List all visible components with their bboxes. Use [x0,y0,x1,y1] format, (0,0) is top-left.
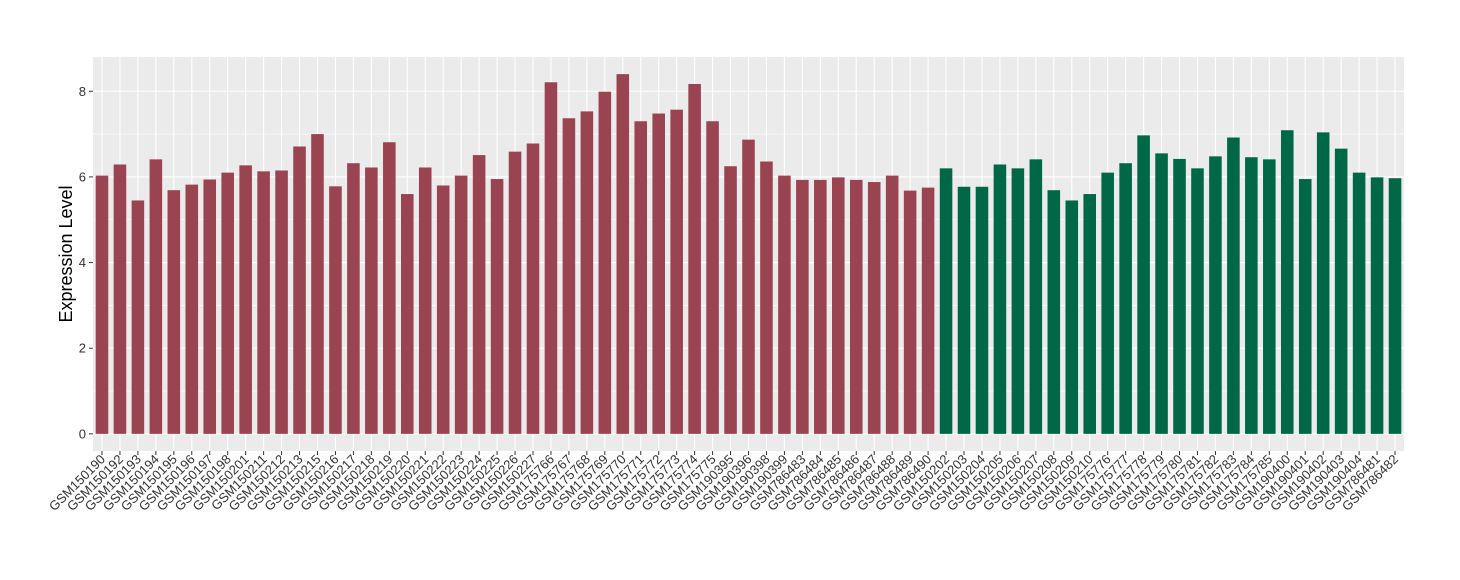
bar [418,167,432,434]
bar [436,185,450,434]
bar [490,179,504,434]
y-tick-label: 8 [79,84,86,99]
bar [598,91,612,434]
bar [131,200,145,434]
bar [526,143,540,434]
bar [1263,159,1276,434]
bar [454,175,468,434]
bars [95,74,1402,434]
bar [778,175,791,434]
bar [993,164,1007,434]
bar [365,167,378,434]
bar [1370,177,1384,434]
bar [185,184,199,434]
y-axis: 0 2 4 6 8 [79,84,93,441]
bar [149,159,163,434]
bar [939,168,953,434]
bar [1065,200,1079,434]
bar [1298,179,1312,434]
y-axis-title: Expression Level [56,185,76,322]
bar [221,172,234,434]
bar [239,165,252,434]
bar [580,111,594,434]
bar [706,121,719,434]
bar [311,134,324,434]
bar [113,164,127,434]
bar [1101,172,1114,434]
bar [814,179,827,434]
bar [1029,159,1043,434]
bar [1280,130,1294,434]
bar [1155,153,1168,434]
bar [724,166,737,434]
bar [1245,157,1258,434]
bar [760,161,773,434]
bar [616,74,630,434]
bar [867,182,881,434]
bar [562,118,576,434]
bar [347,163,360,434]
bar [1227,137,1240,434]
bar [293,146,306,434]
bar [275,170,288,434]
bar [796,179,809,434]
bar [544,82,558,434]
bar [652,113,665,434]
bar [832,177,845,434]
bar [634,121,648,434]
bar [508,151,522,434]
bar [1173,158,1186,434]
bar [383,142,396,434]
bar [400,194,414,434]
bar [742,139,755,434]
bar [1047,190,1061,434]
y-tick-label: 0 [79,426,86,441]
bar [257,171,270,434]
bar [670,109,683,434]
bar [1352,172,1366,434]
bar [472,155,486,434]
y-tick-label: 6 [79,169,86,184]
bar [329,186,342,434]
bar [167,190,181,434]
bar [1334,148,1348,434]
bar [975,186,989,434]
bar [1209,156,1222,434]
bar [1011,168,1025,434]
bar [849,179,863,434]
y-tick-label: 2 [79,341,86,356]
bar [688,83,701,434]
bar [95,175,109,434]
bar [903,190,917,434]
bar [1137,135,1150,434]
bar [1191,168,1204,434]
bar [921,187,935,434]
y-tick-label: 4 [79,255,86,270]
x-axis: GSM150190GSM150192GSM150193GSM150194GSM1… [46,451,1401,514]
bar [1119,163,1132,434]
bar [957,186,971,434]
bar [885,175,899,434]
bar [1316,132,1330,434]
bar [1388,178,1402,434]
bar [1083,194,1097,434]
bar [203,179,217,434]
